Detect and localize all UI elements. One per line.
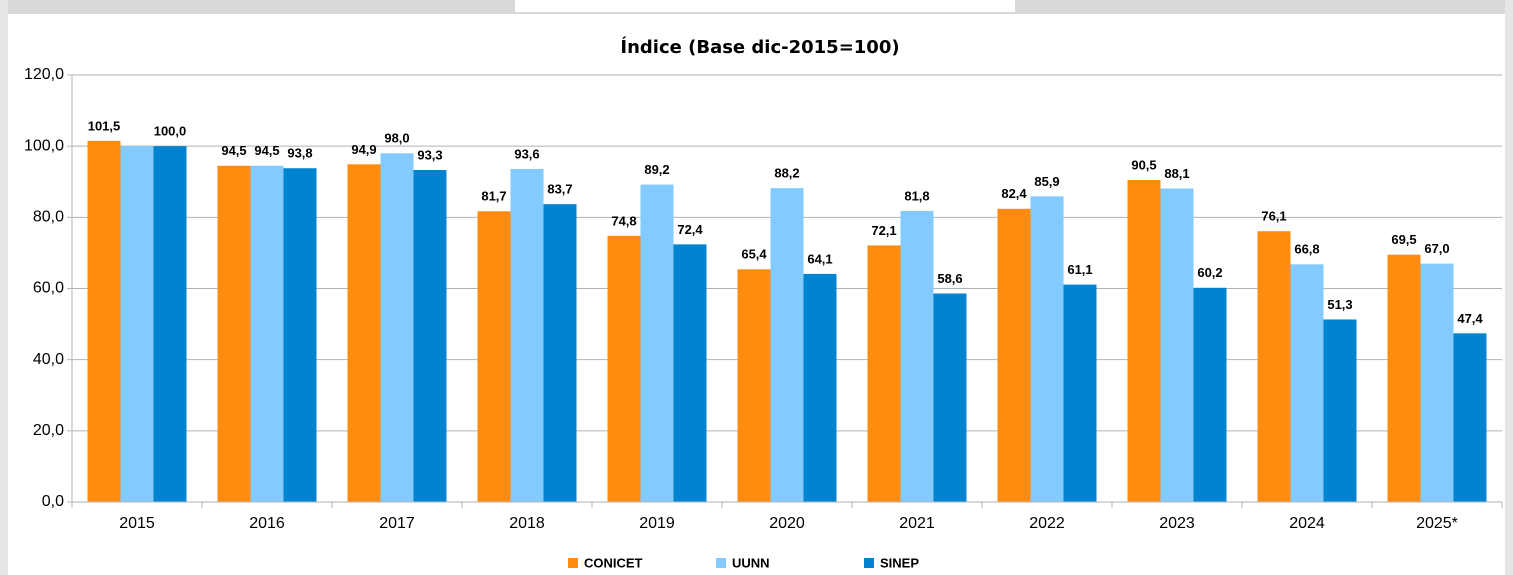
value-label: 66,8 bbox=[1294, 242, 1319, 257]
y-tick-label: 20,0 bbox=[33, 422, 64, 439]
value-label: 76,1 bbox=[1261, 209, 1286, 224]
bar bbox=[87, 140, 121, 502]
bar bbox=[1290, 264, 1324, 502]
x-tick-label: 2025* bbox=[1416, 515, 1458, 532]
top-strip-tab bbox=[515, 0, 1015, 12]
value-label: 100,0 bbox=[154, 124, 187, 139]
value-label: 67,0 bbox=[1424, 241, 1449, 256]
value-label: 60,2 bbox=[1197, 265, 1222, 280]
bar bbox=[673, 244, 707, 503]
bar bbox=[413, 170, 447, 502]
right-edge bbox=[1505, 0, 1513, 575]
chart-title: Índice (Base dic-2015=100) bbox=[620, 36, 899, 58]
value-label: 64,1 bbox=[807, 251, 832, 266]
value-label: 74,8 bbox=[611, 213, 636, 228]
bar bbox=[217, 165, 251, 503]
value-label: 51,3 bbox=[1327, 297, 1352, 312]
bar bbox=[1387, 254, 1421, 502]
bar bbox=[510, 168, 544, 502]
legend-swatch bbox=[716, 558, 726, 568]
bar bbox=[347, 164, 381, 503]
value-label: 94,5 bbox=[221, 143, 246, 158]
value-label: 82,4 bbox=[1001, 186, 1027, 201]
y-tick-label: 60,0 bbox=[33, 280, 64, 297]
bar bbox=[1030, 196, 1064, 502]
value-label: 72,1 bbox=[871, 223, 896, 238]
legend-swatch bbox=[568, 558, 578, 568]
bar bbox=[640, 184, 674, 502]
value-label: 61,1 bbox=[1067, 262, 1092, 277]
bar bbox=[477, 211, 511, 502]
value-label: 94,5 bbox=[254, 143, 279, 158]
legend-swatch bbox=[864, 558, 874, 568]
x-tick-label: 2016 bbox=[249, 515, 285, 532]
bar bbox=[1257, 231, 1291, 503]
bar bbox=[607, 235, 641, 502]
value-label: 47,4 bbox=[1457, 311, 1483, 326]
bar bbox=[770, 188, 804, 502]
value-label: 88,1 bbox=[1164, 166, 1189, 181]
x-tick-label: 2023 bbox=[1159, 515, 1195, 532]
bar bbox=[1193, 287, 1227, 502]
value-label: 83,7 bbox=[547, 182, 572, 197]
value-label: 94,9 bbox=[351, 142, 376, 157]
y-tick-label: 40,0 bbox=[33, 351, 64, 368]
x-tick-label: 2020 bbox=[769, 515, 805, 532]
x-tick-label: 2017 bbox=[379, 515, 415, 532]
value-label: 72,4 bbox=[677, 222, 703, 237]
bar bbox=[867, 245, 901, 503]
value-label: 98,0 bbox=[384, 131, 409, 146]
x-tick-label: 2022 bbox=[1029, 515, 1065, 532]
value-label: 88,2 bbox=[774, 166, 799, 181]
bar bbox=[1453, 333, 1487, 502]
bar bbox=[1127, 179, 1161, 503]
bar bbox=[803, 273, 837, 502]
x-tick-label: 2019 bbox=[639, 515, 675, 532]
x-tick-label: 2015 bbox=[119, 515, 155, 532]
value-label: 81,8 bbox=[904, 188, 929, 203]
y-tick-label: 100,0 bbox=[24, 137, 64, 154]
bar bbox=[1420, 263, 1454, 502]
bar bbox=[933, 293, 967, 502]
legend-label: UUNN bbox=[732, 555, 770, 570]
bar bbox=[250, 165, 284, 503]
bar bbox=[1323, 319, 1357, 502]
y-tick-label: 80,0 bbox=[33, 209, 64, 226]
value-label: 93,6 bbox=[514, 146, 539, 161]
value-label: 58,6 bbox=[937, 271, 962, 286]
bar bbox=[1160, 188, 1194, 502]
value-label: 69,5 bbox=[1391, 232, 1416, 247]
legend-label: SINEP bbox=[880, 555, 919, 570]
bar bbox=[900, 210, 934, 502]
y-tick-label: 120,0 bbox=[24, 66, 64, 83]
value-label: 90,5 bbox=[1131, 157, 1156, 172]
bar bbox=[120, 146, 154, 502]
value-label: 89,2 bbox=[644, 162, 669, 177]
bar bbox=[997, 208, 1031, 502]
bar bbox=[380, 153, 414, 503]
value-label: 85,9 bbox=[1034, 174, 1059, 189]
x-tick-label: 2018 bbox=[509, 515, 545, 532]
x-tick-label: 2021 bbox=[899, 515, 935, 532]
bar bbox=[543, 204, 577, 503]
left-edge bbox=[0, 0, 8, 575]
bar bbox=[737, 269, 771, 502]
bar bbox=[283, 168, 317, 502]
value-label: 93,3 bbox=[417, 147, 442, 162]
x-tick-label: 2024 bbox=[1289, 515, 1325, 532]
bar bbox=[1063, 284, 1097, 502]
value-label: 93,8 bbox=[287, 146, 312, 161]
value-label: 101,5 bbox=[88, 118, 121, 133]
legend-label: CONICET bbox=[584, 555, 643, 570]
value-label: 65,4 bbox=[741, 247, 767, 262]
value-label: 81,7 bbox=[481, 189, 506, 204]
y-tick-label: 0,0 bbox=[42, 493, 64, 510]
bar bbox=[153, 146, 187, 502]
